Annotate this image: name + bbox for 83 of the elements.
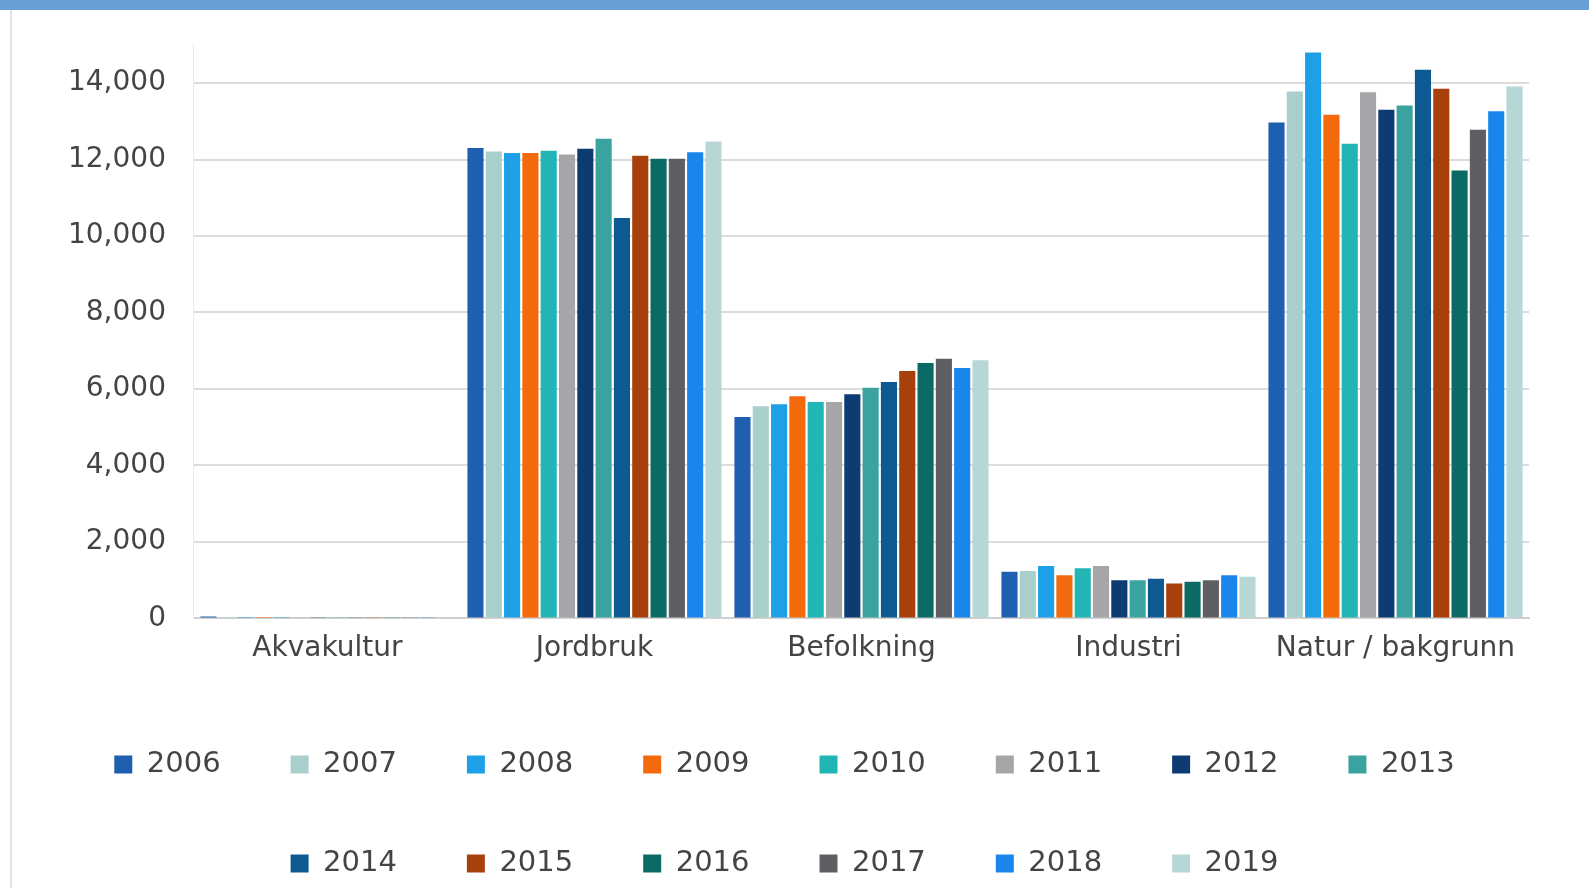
bar (1239, 576, 1256, 618)
bar (668, 158, 685, 618)
legend-label: 2007 (323, 745, 397, 780)
bar (807, 401, 824, 618)
bar (862, 387, 879, 618)
bar (1305, 52, 1322, 618)
bar (522, 153, 539, 618)
bar (705, 141, 722, 618)
bar (1359, 92, 1377, 618)
bar (1396, 105, 1413, 618)
y-tick-label: 10,000 (67, 217, 166, 251)
legend-label: 2016 (675, 844, 750, 879)
bar (880, 382, 898, 618)
bar (1433, 88, 1450, 618)
bar (504, 153, 521, 618)
x-tick-label: Industri (1075, 630, 1182, 664)
legend-label: 2014 (323, 844, 397, 879)
bar (935, 358, 952, 618)
bar (650, 158, 667, 618)
legend-label: 2010 (852, 745, 926, 780)
legend-label: 2017 (852, 844, 926, 879)
y-tick-label: 6,000 (85, 370, 166, 404)
bar (1488, 111, 1505, 618)
bar (467, 148, 484, 618)
x-tick-label: Natur / bakgrunn (1275, 630, 1516, 664)
bar (632, 155, 649, 618)
bar (917, 362, 934, 618)
bar (1129, 580, 1146, 618)
y-tick-label: 12,000 (67, 140, 166, 174)
bar (1056, 575, 1073, 618)
bar (1038, 566, 1055, 618)
bar (1074, 568, 1091, 618)
legend-label: 2018 (1028, 844, 1103, 879)
bar (1166, 583, 1183, 618)
legend-label: 2012 (1204, 745, 1279, 780)
bar (899, 370, 916, 618)
bar (1268, 122, 1285, 618)
bar (687, 152, 704, 618)
bar (558, 154, 576, 618)
y-tick-label: 8,000 (85, 293, 166, 327)
legend-label: 2009 (675, 745, 750, 780)
x-tick-label: Befolkning (787, 630, 936, 664)
x-tick-label: Jordbruk (533, 630, 654, 664)
bar (1451, 170, 1468, 618)
bar (1221, 575, 1238, 618)
y-tick-label: 2,000 (85, 523, 166, 557)
bar (771, 404, 788, 618)
bar (734, 416, 751, 618)
bar (1378, 109, 1395, 618)
legend-label: 2006 (146, 745, 221, 780)
bar (540, 150, 557, 618)
bar (844, 394, 861, 618)
bar (577, 148, 594, 618)
bar (752, 406, 769, 618)
legend-label: 2011 (1028, 745, 1103, 780)
bar (1469, 129, 1486, 618)
bar (1019, 570, 1036, 618)
y-tick-label: 14,000 (67, 64, 166, 98)
bar (789, 396, 806, 618)
bar (1092, 566, 1110, 618)
bar (1286, 91, 1303, 618)
bar (1111, 580, 1128, 618)
bar (1323, 114, 1340, 618)
bar (954, 367, 971, 618)
legend-label: 2015 (499, 844, 574, 879)
legend-label: 2019 (1204, 844, 1279, 879)
bar (1341, 143, 1358, 618)
bar (1202, 580, 1219, 618)
bar (485, 151, 502, 618)
bar (972, 360, 989, 618)
bar (1414, 69, 1432, 618)
bar (1184, 581, 1201, 618)
bar (1147, 578, 1165, 618)
legend-label: 2013 (1380, 745, 1455, 780)
bar (613, 218, 630, 618)
bar (595, 138, 612, 618)
bar (1506, 86, 1523, 618)
x-tick-label: Akvakultur (252, 630, 404, 664)
y-tick-label: 4,000 (85, 446, 166, 480)
y-tick-label: 0 (148, 599, 166, 633)
bar (825, 401, 843, 618)
legend-label: 2008 (499, 745, 574, 780)
bar (1001, 571, 1018, 618)
